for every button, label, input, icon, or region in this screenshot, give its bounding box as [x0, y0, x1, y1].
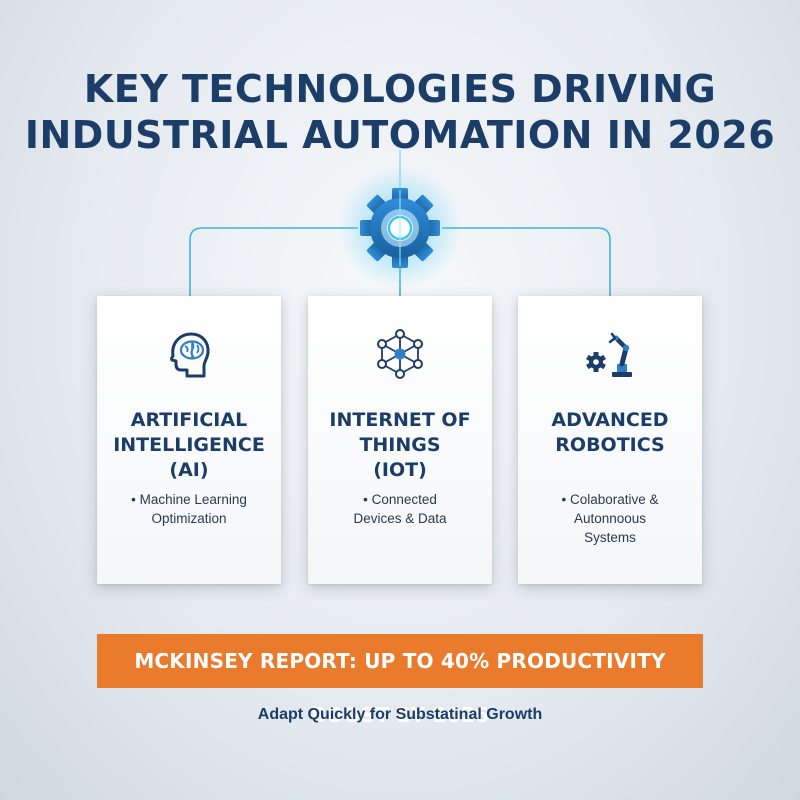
card-heading-line: ARTIFICIAL — [130, 409, 248, 431]
card-bullet: • Connected Devices & Data — [318, 490, 482, 528]
page-title: KEY TECHNOLOGIES DRIVING INDUSTRIAL AUTO… — [0, 66, 800, 158]
card-bullet-line: • Machine Learning — [131, 492, 247, 507]
card-bullet: • Colaborative & Autonnoous Systems — [528, 490, 692, 547]
robotic-arm-icon — [518, 326, 702, 382]
card-advanced-robotics: ADVANCED ROBOTICS • Colaborative & Auton… — [518, 296, 702, 584]
card-heading-line: INTERNET OF — [329, 409, 471, 431]
report-banner: MCKINSEY REPORT: UP TO 40% PRODUCTIVITY … — [97, 634, 703, 727]
card-bullet-line: • Colaborative & — [561, 492, 659, 507]
network-nodes-icon — [308, 326, 492, 382]
brain-head-icon — [97, 326, 281, 382]
tagline: Adapt Quickly for Substatinal Growth — [257, 706, 543, 723]
gear-icon — [338, 166, 462, 290]
card-heading: ARTIFICIAL INTELLIGENCE (AI) — [97, 408, 281, 483]
page-title-line-1: KEY TECHNOLOGIES DRIVING — [83, 67, 717, 111]
card-heading-line: THINGS — [359, 434, 441, 456]
card-bullet-line: Systems — [584, 530, 636, 545]
card-heading-line: ADVANCED — [551, 409, 669, 431]
connector-line-right — [442, 227, 611, 306]
card-heading-line: (AI) — [169, 459, 209, 481]
card-bullet-line: • Connected — [363, 492, 437, 507]
card-heading-line: INTELLIGENCE — [113, 434, 265, 456]
card-heading: ADVANCED ROBOTICS — [518, 408, 702, 458]
card-heading-line: (IOT) — [373, 459, 427, 481]
page-title-line-2: INDUSTRIAL AUTOMATION IN 2026 — [24, 113, 776, 157]
card-internet-of-things: INTERNET OF THINGS (IOT) • Connected Dev… — [308, 296, 492, 584]
card-bullet-line: Devices & Data — [353, 511, 447, 526]
card-bullet: • Machine Learning Optimization — [107, 490, 271, 528]
card-heading-line: ROBOTICS — [555, 434, 665, 456]
card-heading: INTERNET OF THINGS (IOT) — [308, 408, 492, 483]
card-bullet-line: Optimization — [151, 511, 227, 526]
connector-line-left — [189, 227, 358, 306]
card-artificial-intelligence: ARTIFICIAL INTELLIGENCE (AI) • Machine L… — [97, 296, 281, 584]
card-bullet-line: Autonnoous — [573, 511, 647, 526]
